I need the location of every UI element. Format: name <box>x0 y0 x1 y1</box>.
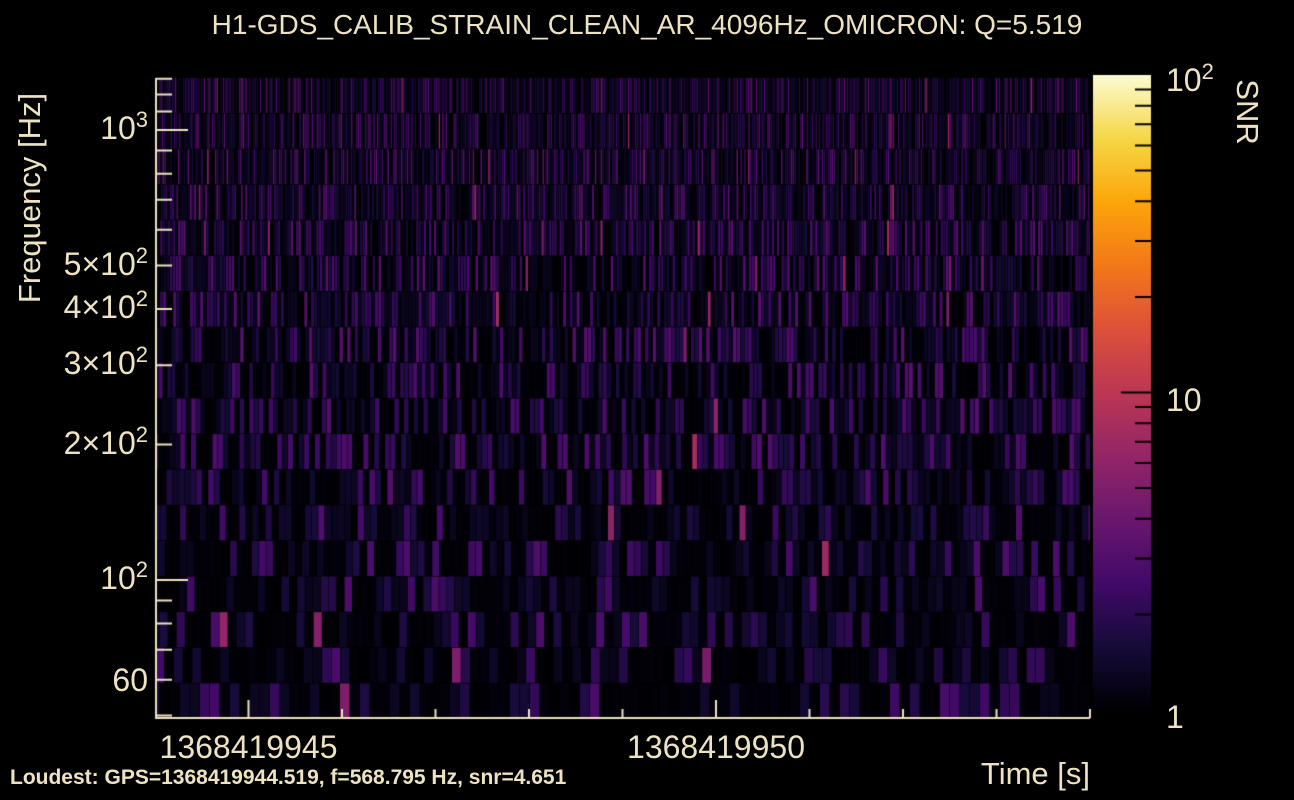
colorbar-title: SNR <box>1230 79 1265 145</box>
x-tick-label: 1368419945 <box>159 729 338 765</box>
loudest-annotation: Loudest: GPS=1368419944.519, f=568.795 H… <box>10 766 567 789</box>
y-tick-label: 103 <box>100 107 148 146</box>
y-tick-label: 4×102 <box>63 286 148 326</box>
y-axis-title: Frequency [Hz] <box>12 92 47 304</box>
colorbar-tick-label: 10 <box>1166 381 1202 418</box>
y-tick-label: 3×102 <box>63 342 148 382</box>
y-tick-label: 102 <box>100 557 148 596</box>
colorbar-tick-label: 102 <box>1166 59 1214 98</box>
chart-title: H1-GDS_CALIB_STRAIN_CLEAN_AR_4096Hz_OMIC… <box>211 9 1083 40</box>
y-tick-label: 5×102 <box>63 242 148 282</box>
y-tick-label: 60 <box>112 661 148 698</box>
x-axis-title: Time [s] <box>980 756 1090 791</box>
y-tick-label: 2×102 <box>63 421 148 461</box>
x-tick-label: 1368419950 <box>627 729 805 765</box>
colorbar-tick-label: 1 <box>1166 699 1184 735</box>
